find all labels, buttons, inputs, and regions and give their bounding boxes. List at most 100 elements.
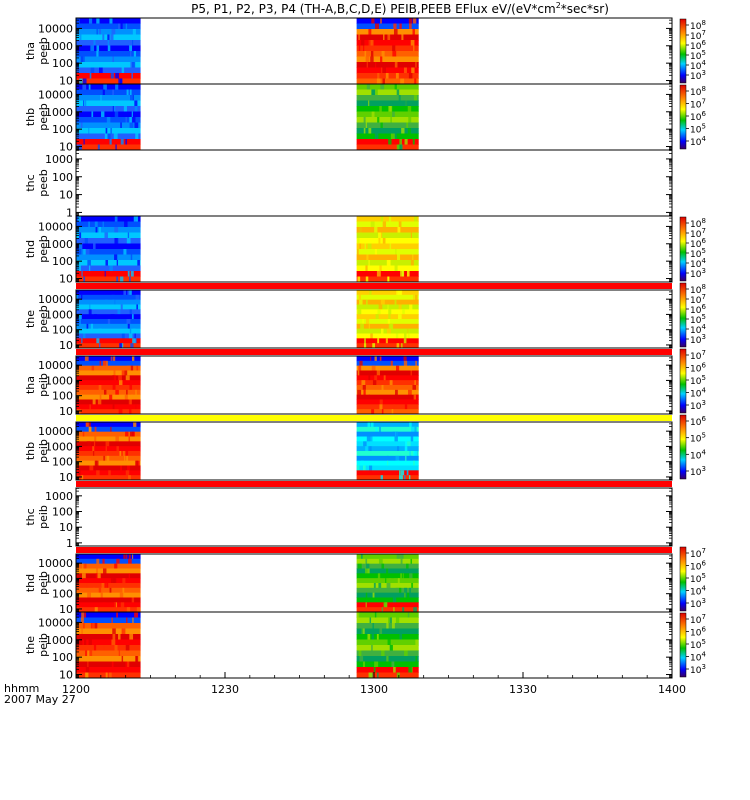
colorbar-tick-label: 106 <box>690 110 706 123</box>
panel-instrument-label: peeb <box>37 37 50 65</box>
saturation-band <box>76 349 672 355</box>
spectrogram-burst-1 <box>76 422 141 481</box>
colorbar-tick-label: 103 <box>690 333 706 346</box>
colorbar-tick-label: 105 <box>690 49 706 62</box>
spectrogram-burst-1 <box>76 18 141 85</box>
y-tick-label: 100 <box>52 255 73 268</box>
y-tick-label: 1000 <box>45 572 73 585</box>
colorbar-tick-label: 105 <box>690 432 706 445</box>
colorbar-tick-label: 105 <box>690 247 706 260</box>
spectrogram-burst-2 <box>356 216 419 283</box>
x-axis-label: hhmm <box>4 682 39 695</box>
panel-probe-label: tha <box>24 42 37 60</box>
y-tick-label: 1000 <box>45 490 73 503</box>
y-tick-label: 100 <box>52 57 73 70</box>
spectrogram-burst-2 <box>356 290 419 349</box>
panel-instrument-label: peib <box>37 571 50 595</box>
x-tick-label: 1400 <box>658 683 686 696</box>
colorbar-tick-label: 105 <box>690 374 706 387</box>
colorbar-tick-label: 103 <box>690 663 706 676</box>
colorbar-tick-label: 105 <box>690 123 706 136</box>
panel-probe-label: thb <box>24 108 37 126</box>
colorbar-tick-label: 103 <box>690 399 706 412</box>
colorbar: 103 104 105 106 <box>679 414 706 480</box>
y-tick-label: 100 <box>52 506 73 519</box>
colorbar-tick-label: 108 <box>690 217 706 230</box>
colorbar-tick-label: 108 <box>690 283 706 296</box>
panel-probe-label: thd <box>24 240 37 258</box>
colorbar-tick-label: 103 <box>690 597 706 610</box>
panel-instrument-label: peeb <box>37 305 50 333</box>
colorbar-tick-label: 106 <box>690 626 706 639</box>
y-tick-label: 1 <box>66 206 73 219</box>
spectrogram-burst-2 <box>356 612 419 679</box>
panel-probe-label: thc <box>24 174 37 191</box>
y-tick-label: 1000 <box>45 238 73 251</box>
colorbar-tick-label: 106 <box>690 362 706 375</box>
y-tick-label: 1000 <box>45 308 73 321</box>
colorbar-tick-label: 104 <box>690 59 706 72</box>
y-tick-label: 10000 <box>38 616 73 629</box>
colorbar-tick-label: 108 <box>690 85 706 98</box>
spectrogram-burst-1 <box>76 612 141 679</box>
panel-instrument-label: peib <box>37 633 50 657</box>
colorbar-tick-label: 105 <box>690 638 706 651</box>
colorbar-tick-label: 106 <box>690 237 706 250</box>
y-tick-label: 10000 <box>38 425 73 438</box>
x-tick-label: 1200 <box>62 683 90 696</box>
colorbar-tick-label: 105 <box>690 572 706 585</box>
saturation-band <box>76 481 672 487</box>
y-tick-label: 10000 <box>38 22 73 35</box>
saturation-band <box>76 415 672 421</box>
colorbar-tick-label: 104 <box>690 323 706 336</box>
y-tick-label: 10000 <box>38 557 73 570</box>
panel-instrument-label: peeb <box>37 235 50 263</box>
y-tick-label: 100 <box>52 390 73 403</box>
panel-probe-label: thd <box>24 574 37 592</box>
y-tick-label: 1000 <box>45 440 73 453</box>
colorbar-tick-label: 103 <box>690 267 706 280</box>
y-tick-label: 1000 <box>45 153 73 166</box>
colorbar-tick-label: 107 <box>690 547 706 560</box>
panel-instrument-label: peeb <box>37 103 50 131</box>
y-tick-label: 10 <box>59 669 73 682</box>
spectrogram-burst-1 <box>76 554 141 613</box>
y-tick-label: 100 <box>52 324 73 337</box>
panel-instrument-label: peeb <box>37 169 50 197</box>
y-tick-label: 10 <box>59 75 73 88</box>
spectrogram-burst-1 <box>76 84 141 151</box>
colorbar-tick-label: 107 <box>690 293 706 306</box>
spectrogram-burst-1 <box>76 290 141 349</box>
y-tick-label: 1000 <box>45 106 73 119</box>
date-label: 2007 May 27 <box>4 693 76 706</box>
colorbar-tick-label: 104 <box>690 448 706 461</box>
y-tick-label: 100 <box>52 588 73 601</box>
y-tick-label: 10000 <box>38 88 73 101</box>
y-tick-label: 100 <box>52 123 73 136</box>
colorbar-tick-label: 107 <box>690 613 706 626</box>
y-tick-label: 100 <box>52 651 73 664</box>
spectrogram-burst-1 <box>76 216 141 283</box>
y-tick-label: 10000 <box>38 220 73 233</box>
spectrogram-burst-1 <box>76 356 141 415</box>
y-tick-label: 100 <box>52 171 73 184</box>
panel-instrument-label: peib <box>37 505 50 529</box>
colorbar-tick-label: 103 <box>690 69 706 82</box>
y-tick-label: 10 <box>59 471 73 484</box>
panel-thc-peeb: 1 10 100 1000 thc peeb <box>24 149 673 219</box>
y-tick-label: 1000 <box>45 374 73 387</box>
colorbar-tick-label: 107 <box>690 227 706 240</box>
colorbar-tick-label: 104 <box>690 135 706 148</box>
y-tick-label: 1000 <box>45 40 73 53</box>
